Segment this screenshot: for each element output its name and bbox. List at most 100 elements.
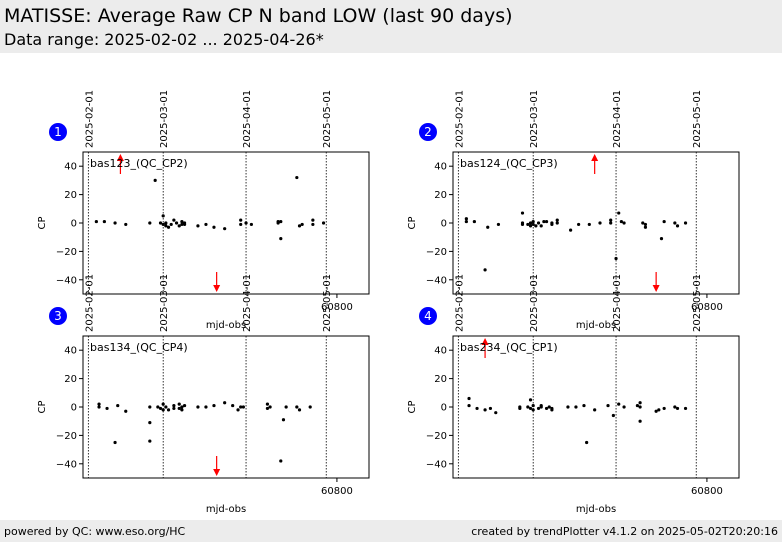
- x-axis-label: mjd-obs: [576, 320, 616, 331]
- data-point: [467, 403, 471, 408]
- data-point: [265, 402, 270, 406]
- data-point: [536, 221, 541, 225]
- data-point: [241, 405, 245, 409]
- data-point: [643, 225, 648, 229]
- date-label: 2025-02-01: [454, 274, 465, 332]
- data-point: [268, 405, 272, 409]
- data-point: [113, 440, 117, 445]
- data-point: [158, 221, 163, 225]
- data-point: [566, 405, 570, 409]
- panel-number-badge: [419, 307, 437, 325]
- data-point: [643, 222, 648, 227]
- data-point: [124, 222, 128, 227]
- data-range-subtitle: Data range: 2025-02-02 ... 2025-04-26*: [4, 30, 324, 49]
- data-point: [587, 222, 591, 227]
- data-point: [611, 413, 615, 418]
- data-point: [113, 221, 117, 225]
- data-point: [148, 221, 152, 225]
- y-axis-label: CP: [407, 216, 418, 229]
- data-point: [212, 403, 216, 408]
- data-point: [483, 408, 487, 412]
- data-point: [638, 405, 642, 409]
- data-point: [239, 218, 243, 222]
- data-point: [675, 224, 680, 228]
- date-label: 2025-02-01: [454, 90, 465, 148]
- data-point: [239, 222, 243, 227]
- data-point: [265, 406, 270, 411]
- data-point: [148, 405, 152, 409]
- data-point: [177, 224, 181, 228]
- panel-number-text: 1: [54, 125, 62, 139]
- data-point: [102, 219, 106, 224]
- data-point: [180, 408, 184, 412]
- data-point: [619, 219, 623, 224]
- y-tick-label: 40: [434, 162, 447, 173]
- data-point: [158, 406, 163, 411]
- y-tick-label: −40: [426, 275, 447, 286]
- data-point: [528, 224, 533, 228]
- data-point: [622, 405, 626, 409]
- y-tick-label: 0: [71, 403, 77, 414]
- data-point: [177, 402, 181, 406]
- data-point: [475, 406, 479, 411]
- data-point: [279, 237, 283, 241]
- data-point: [662, 219, 666, 224]
- y-tick-label: −40: [426, 459, 447, 470]
- data-point: [161, 402, 165, 406]
- panel-number-badge: [49, 123, 67, 141]
- data-point: [196, 224, 200, 228]
- date-label: 2025-04-01: [612, 90, 623, 148]
- data-point: [662, 406, 666, 411]
- data-point: [467, 396, 471, 401]
- data-point: [97, 405, 101, 409]
- data-point: [297, 224, 302, 228]
- data-point: [486, 225, 490, 229]
- y-tick-label: −40: [56, 459, 77, 470]
- data-point: [223, 401, 227, 405]
- data-point: [161, 214, 165, 218]
- data-point: [236, 408, 240, 412]
- data-point: [528, 406, 533, 411]
- data-point: [531, 222, 535, 227]
- data-point: [177, 406, 181, 411]
- data-point: [526, 222, 530, 227]
- data-point: [520, 222, 525, 227]
- data-point: [164, 224, 168, 228]
- data-point: [180, 222, 184, 227]
- y-tick-label: 0: [441, 403, 447, 414]
- data-point: [124, 409, 128, 413]
- data-point: [483, 268, 487, 272]
- y-axis-label: CP: [407, 400, 418, 413]
- data-point: [311, 222, 315, 227]
- panel-number-text: 4: [424, 309, 432, 323]
- date-label: 2025-05-01: [692, 90, 703, 148]
- footer-created-by: created by trendPlotter v4.1.2 on 2025-0…: [471, 525, 778, 538]
- data-point: [528, 221, 533, 225]
- date-label: 2025-03-01: [159, 90, 170, 148]
- data-point: [116, 403, 120, 408]
- data-point: [174, 221, 179, 225]
- data-point: [166, 408, 171, 412]
- data-point: [161, 408, 165, 412]
- x-tick-label: 60800: [691, 302, 723, 313]
- data-point: [555, 221, 559, 225]
- data-point: [531, 408, 535, 412]
- x-axis-label: mjd-obs: [206, 320, 246, 331]
- data-point: [609, 218, 613, 222]
- y-axis-label: CP: [37, 400, 48, 413]
- y-tick-label: −20: [426, 431, 447, 442]
- y-tick-label: −20: [426, 247, 447, 258]
- outlier-arrow-head: [213, 285, 221, 292]
- data-point: [97, 402, 101, 406]
- data-point: [295, 405, 299, 409]
- data-point: [180, 219, 184, 224]
- data-point: [528, 398, 533, 402]
- panel-label: bas234_(QC_CP1): [460, 341, 558, 354]
- data-point: [622, 221, 626, 225]
- data-point: [673, 221, 677, 225]
- data-point: [520, 211, 525, 215]
- data-point: [593, 408, 597, 412]
- data-point: [172, 218, 176, 222]
- data-point: [464, 219, 468, 224]
